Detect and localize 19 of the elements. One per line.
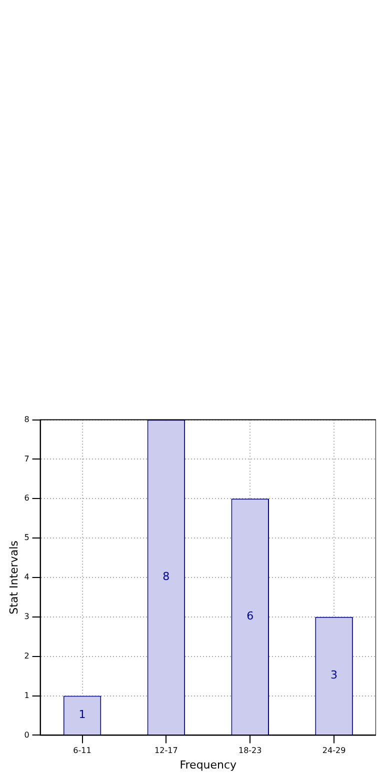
data-label: 3 (330, 668, 338, 682)
x-tick-label: 24-29 (322, 746, 346, 756)
x-tick-label: 6-11 (73, 746, 92, 756)
y-tick-label: 8 (24, 414, 30, 424)
y-tick-label: 7 (24, 454, 30, 464)
y-tick-label: 2 (24, 651, 30, 660)
x-axis-title: Frequency (180, 758, 238, 772)
y-tick-label: 3 (24, 612, 30, 622)
y-tick-label: 4 (24, 572, 30, 582)
y-axis-title: Stat Intervals (7, 540, 20, 614)
y-tick-label: 5 (24, 533, 30, 542)
y-tick-label: 0 (24, 730, 30, 740)
data-label: 6 (246, 610, 254, 623)
data-label: 1 (78, 708, 86, 722)
x-tick-label: 18-23 (238, 746, 262, 756)
data-label: 8 (162, 570, 170, 584)
y-tick-label: 1 (24, 690, 30, 700)
y-tick-label: 6 (24, 494, 30, 503)
x-tick-label: 12-17 (154, 746, 178, 756)
